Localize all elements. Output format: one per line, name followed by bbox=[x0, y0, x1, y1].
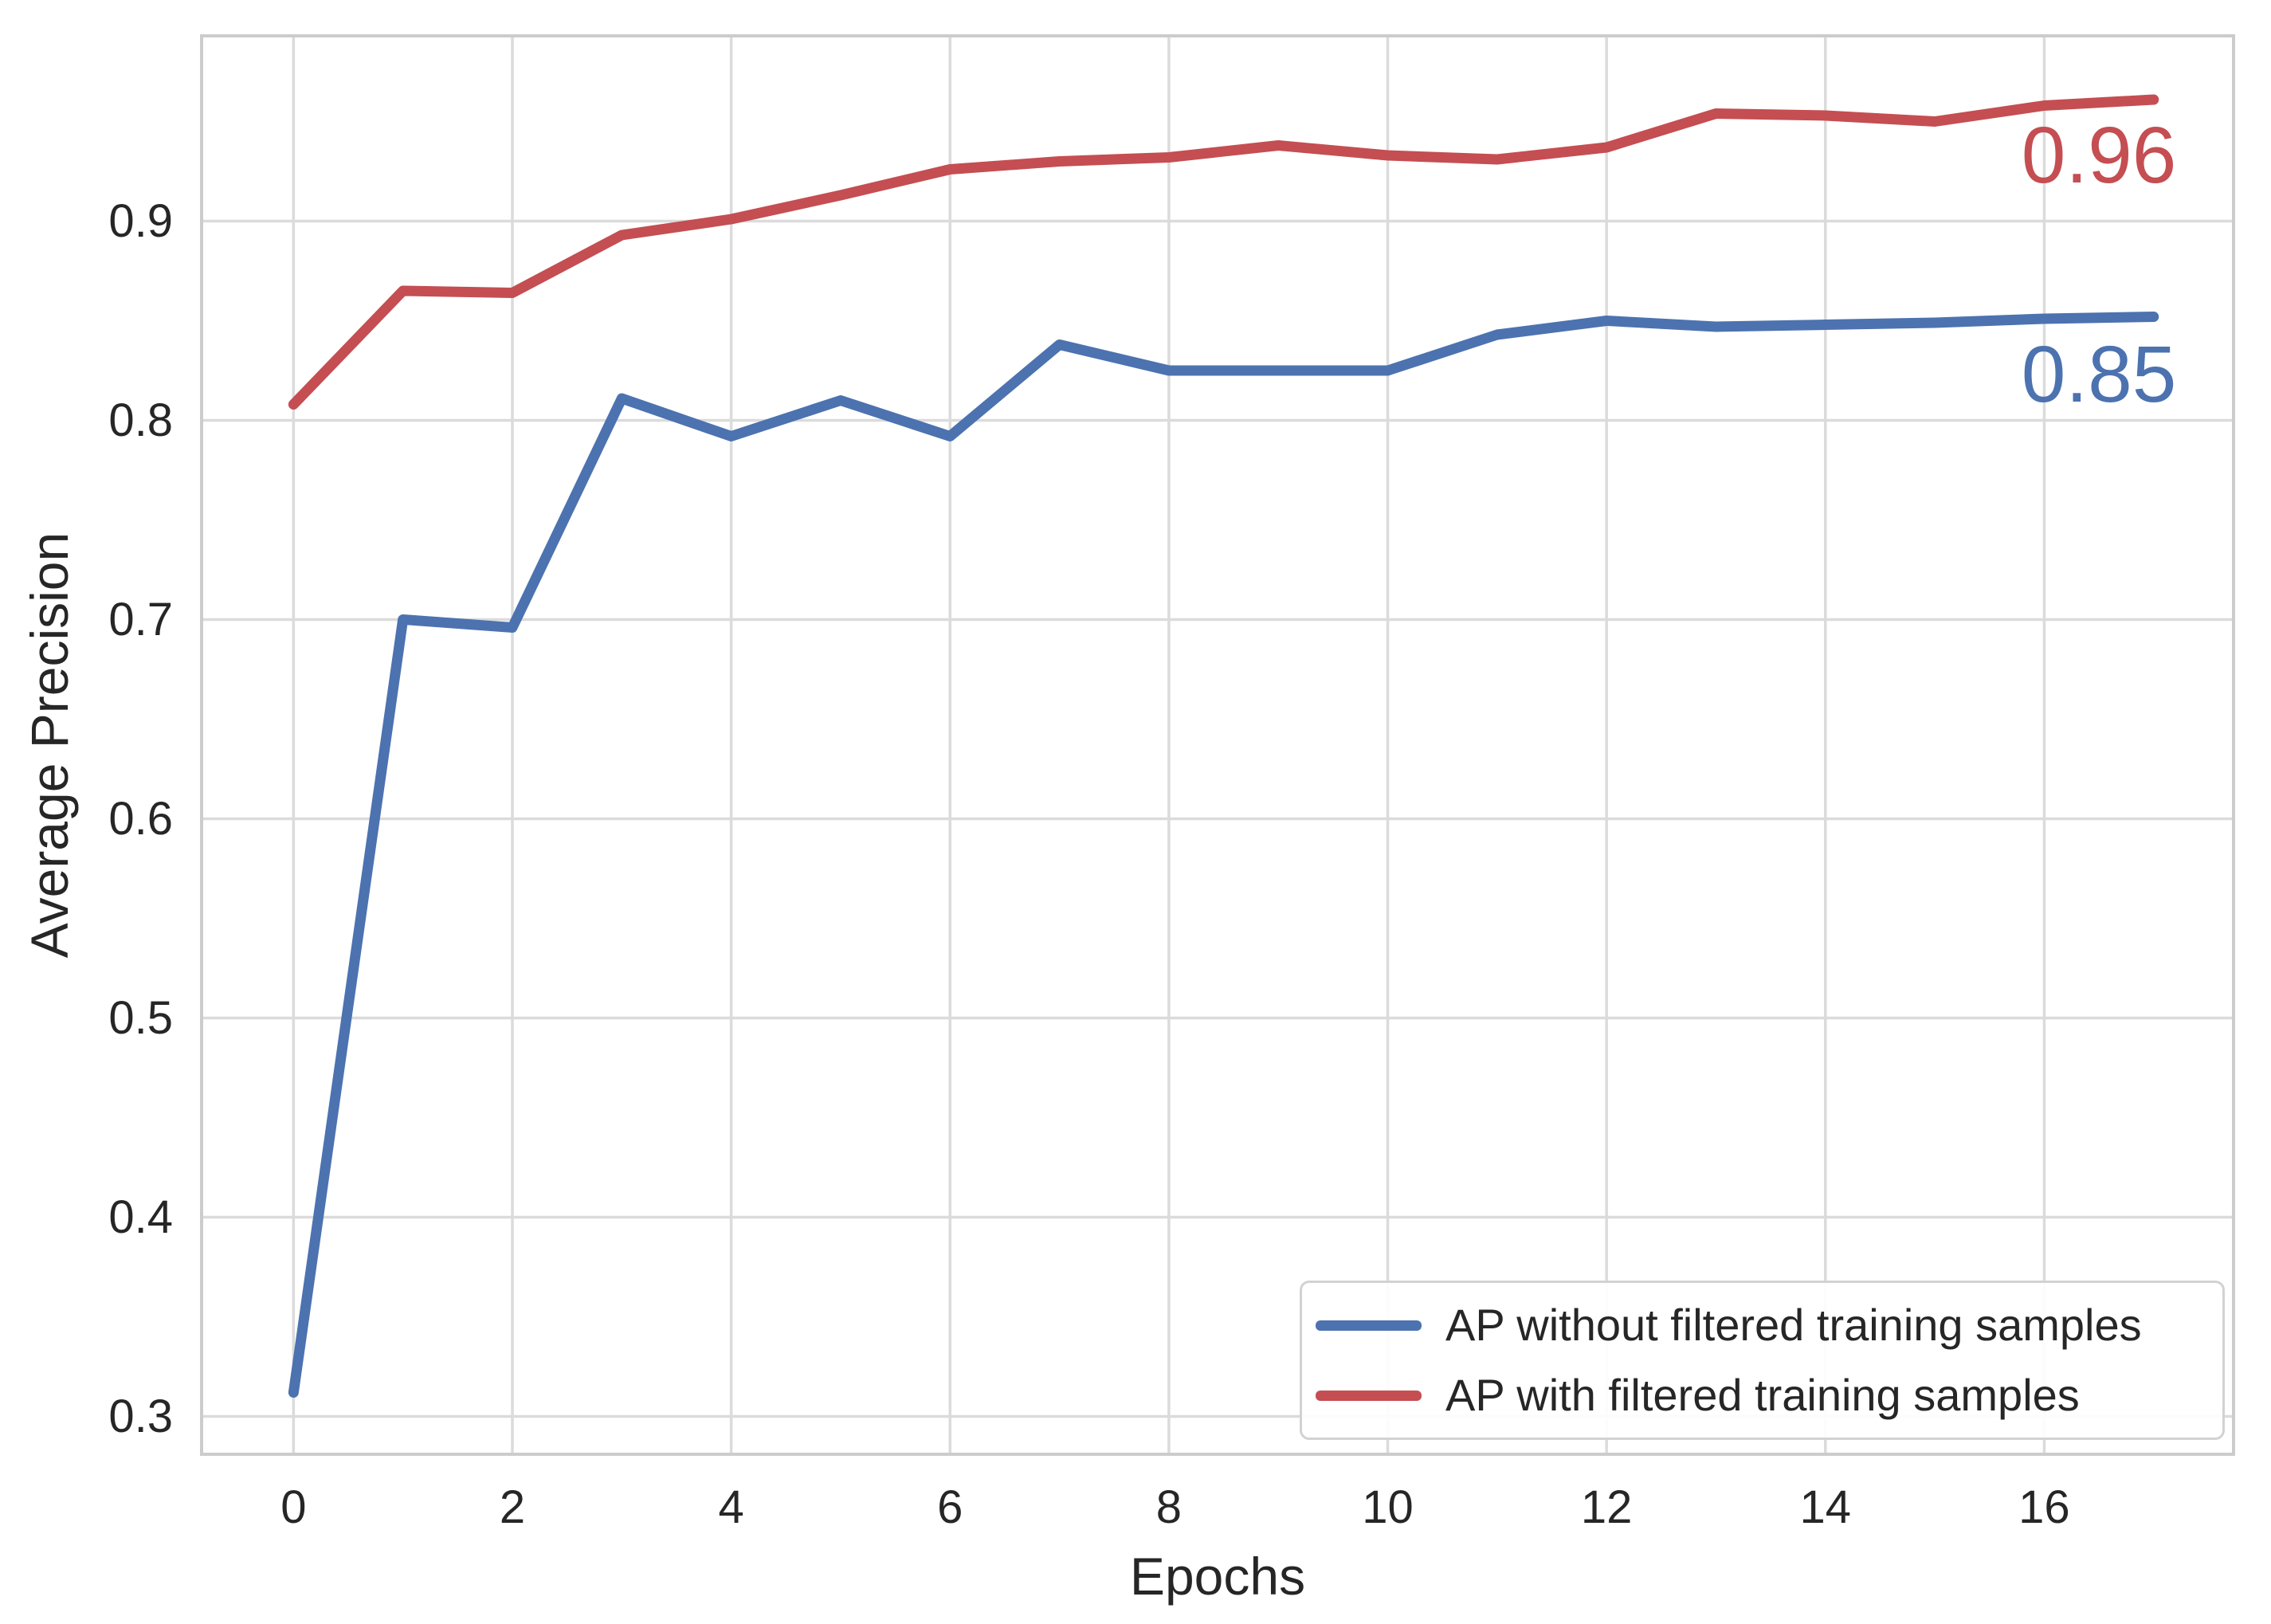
x-tick-label: 2 bbox=[499, 1481, 526, 1533]
final-value-annotation-without-filter: 0.85 bbox=[2021, 330, 2177, 419]
x-tick-label: 6 bbox=[937, 1481, 963, 1533]
legend-item-without-filter: AP without filtered training samples bbox=[1316, 1300, 2222, 1350]
y-tick-label: 0.3 bbox=[108, 1390, 173, 1442]
y-tick-label: 0.9 bbox=[108, 194, 173, 247]
y-tick-label: 0.6 bbox=[108, 792, 173, 845]
x-tick-label: 4 bbox=[718, 1481, 744, 1533]
x-tick-label: 10 bbox=[1362, 1481, 1414, 1533]
series-line-with-filter bbox=[288, 94, 2159, 410]
legend-label: AP without filtered training samples bbox=[1445, 1300, 2142, 1350]
x-tick-label: 0 bbox=[280, 1481, 307, 1533]
x-tick-label: 8 bbox=[1155, 1481, 1183, 1533]
x-tick-label: 12 bbox=[1580, 1481, 1633, 1533]
x-axis-label: Epochs bbox=[1129, 1547, 1306, 1606]
y-axis-label: Average Precision bbox=[20, 532, 79, 959]
y-tick-label: 0.7 bbox=[108, 593, 173, 645]
y-tick-label: 0.8 bbox=[108, 394, 173, 446]
series-line-without-filter bbox=[288, 312, 2159, 1398]
y-tick-label: 0.4 bbox=[108, 1191, 173, 1243]
legend: AP without filtered training samples AP … bbox=[1300, 1281, 2225, 1440]
legend-label: AP with filtered training samples bbox=[1445, 1370, 2080, 1420]
x-tick-label: 14 bbox=[1799, 1481, 1852, 1533]
legend-line-swatch-red bbox=[1316, 1390, 1422, 1401]
x-tick-label: 16 bbox=[2018, 1481, 2070, 1533]
legend-item-with-filter: AP with filtered training samples bbox=[1316, 1371, 2222, 1420]
axes-frame bbox=[200, 34, 2235, 1456]
legend-line-swatch-blue bbox=[1316, 1320, 1422, 1331]
final-value-annotation-with-filter: 0.96 bbox=[2021, 111, 2177, 200]
y-tick-label: 0.5 bbox=[108, 991, 173, 1044]
